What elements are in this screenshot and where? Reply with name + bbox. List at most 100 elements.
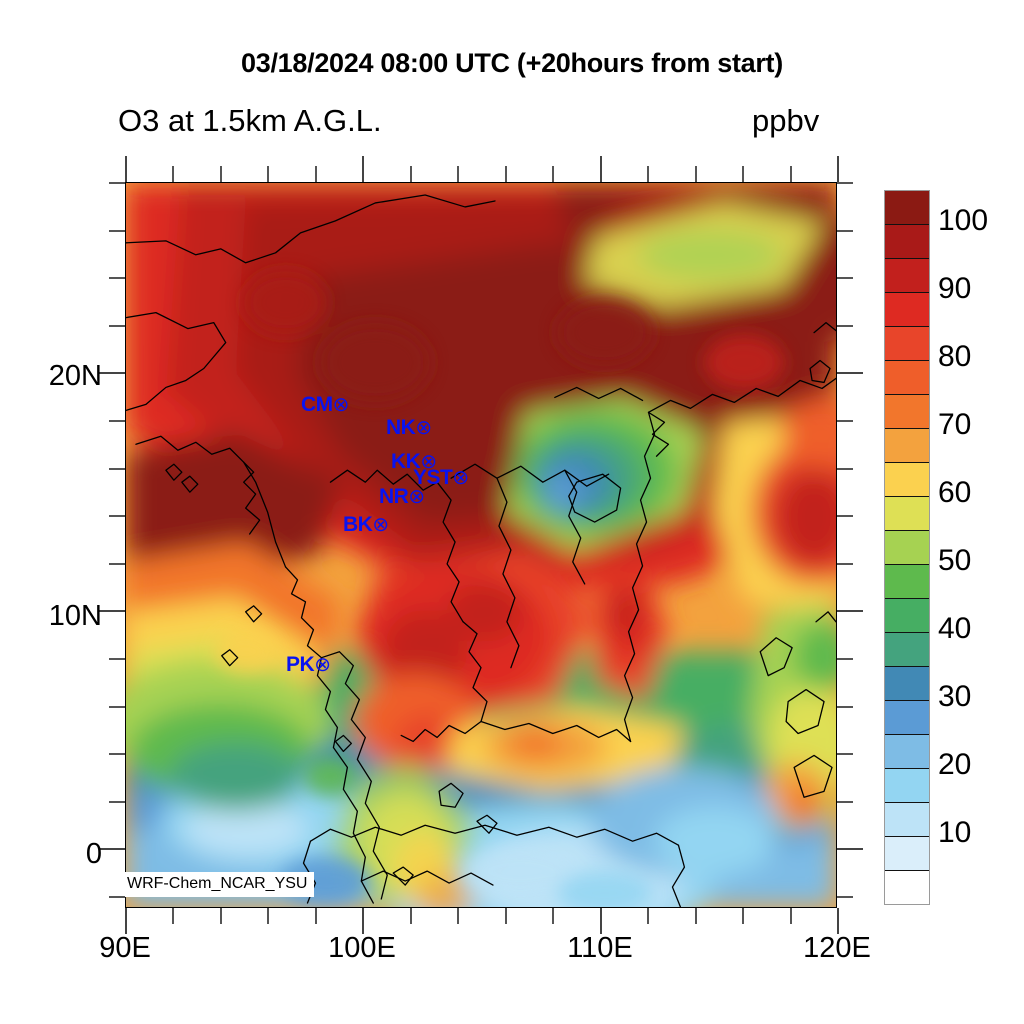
xtick-96-minor	[267, 908, 269, 924]
colorbar[interactable]	[884, 190, 930, 905]
colorbar-band-18	[885, 803, 929, 837]
station-label-nr: NR	[379, 485, 409, 508]
page-title: 03/18/2024 08:00 UTC (+20hours from star…	[241, 48, 783, 78]
xtick-label-100e: 100E	[328, 932, 396, 964]
ytick-right-4-minor	[837, 753, 853, 755]
ytick-26-minor	[109, 230, 125, 232]
ytick-14-minor	[109, 515, 125, 517]
xtick-108-minor	[552, 908, 554, 924]
xtick-label-110e: 110E	[567, 932, 633, 964]
ytick-label-0: 0	[85, 838, 102, 870]
xtick-94-minor	[220, 908, 222, 924]
circled-x-icon: ⊗	[332, 394, 350, 416]
station-marker-cm[interactable]: CM⊗	[301, 394, 349, 415]
circled-x-icon: ⊗	[314, 654, 331, 676]
colorbar-tick-label-30: 30	[938, 680, 972, 713]
unit-label: ppbv	[752, 103, 820, 138]
colorbar-band-9	[885, 497, 929, 531]
ytick-16-minor	[109, 468, 125, 470]
colorbar-band-16	[885, 735, 929, 769]
xtick-102-minor	[410, 908, 412, 924]
xtick-top-104-minor	[457, 166, 459, 182]
xtick-110-major	[600, 908, 602, 934]
model-attribution-label: WRF-Chem_NCAR_YSU	[120, 872, 315, 897]
ytick-right-22-minor	[837, 325, 853, 327]
colorbar-band-11	[885, 565, 929, 599]
xtick-112-minor	[647, 908, 649, 924]
ytick-right--2-minor	[837, 896, 853, 898]
colorbar-tick-label-80: 80	[938, 340, 972, 373]
ytick-22-minor	[109, 325, 125, 327]
station-label-bk: BK	[343, 513, 373, 536]
ytick-right-14-minor	[837, 515, 853, 517]
xtick-top-102-minor	[410, 166, 412, 182]
xtick-top-96-minor	[267, 166, 269, 182]
colorbar-band-10	[885, 531, 929, 565]
ytick--2-minor	[109, 896, 125, 898]
xtick-100-major	[362, 908, 364, 934]
xtick-top-90-major	[125, 156, 127, 182]
map-plot-area[interactable]: CM⊗ NK⊗ KK⊗ YST⊗ NR⊗ BK⊗ PK⊗	[125, 182, 837, 908]
ytick-12-minor	[109, 563, 125, 565]
station-label-kk: KK	[391, 450, 421, 473]
station-marker-yst[interactable]: YST⊗	[413, 467, 469, 488]
station-marker-bk[interactable]: BK⊗	[343, 514, 389, 535]
ytick-18-minor	[109, 420, 125, 422]
circled-x-icon: ⊗	[415, 417, 432, 439]
ytick-right-28-minor	[837, 182, 853, 184]
xtick-top-110-major	[600, 156, 602, 182]
colorbar-band-20	[885, 871, 929, 904]
ytick-8-minor	[109, 658, 125, 660]
ytick-4-minor	[109, 753, 125, 755]
xtick-120-major	[837, 908, 839, 934]
ytick-6-minor	[109, 706, 125, 708]
ytick-20-major	[99, 372, 125, 374]
ytick-0-major	[99, 848, 125, 850]
colorbar-band-5	[885, 361, 929, 395]
colorbar-band-0	[885, 191, 929, 225]
xtick-top-118-minor	[790, 166, 792, 182]
coastline-overlay	[126, 194, 836, 907]
ytick-10-major	[99, 610, 125, 612]
ytick-right-6-minor	[837, 706, 853, 708]
colorbar-tick-label-10: 10	[938, 816, 972, 849]
xtick-92-minor	[172, 908, 174, 924]
colorbar-tick-label-90: 90	[938, 272, 972, 305]
colorbar-band-17	[885, 769, 929, 803]
ytick-28-minor	[109, 182, 125, 184]
ytick-right-24-minor	[837, 277, 853, 279]
xtick-top-92-minor	[172, 166, 174, 182]
station-label-yst: YST	[413, 466, 453, 489]
colorbar-band-7	[885, 429, 929, 463]
xtick-114-minor	[695, 908, 697, 924]
colorbar-band-1	[885, 225, 929, 259]
circled-x-icon: ⊗	[408, 486, 425, 508]
station-label-pk: PK	[286, 653, 315, 676]
station-marker-pk[interactable]: PK⊗	[286, 653, 331, 676]
colorbar-tick-label-50: 50	[938, 544, 972, 577]
circled-x-icon: ⊗	[372, 514, 389, 536]
xtick-top-106-minor	[505, 166, 507, 182]
station-label-nk: NK	[386, 416, 416, 439]
ytick-right-20-major	[837, 372, 863, 374]
station-marker-nr[interactable]: NR⊗	[379, 486, 425, 507]
xtick-top-108-minor	[552, 166, 554, 182]
colorbar-band-8	[885, 463, 929, 497]
ytick-right-8-minor	[837, 658, 853, 660]
ytick-right-10-major	[837, 610, 863, 612]
station-marker-kk[interactable]: KK⊗	[391, 451, 437, 472]
ytick-label-10n: 10N	[48, 600, 102, 632]
xtick-top-116-minor	[742, 166, 744, 182]
ytick-right-12-minor	[837, 563, 853, 565]
xtick-top-98-minor	[315, 166, 317, 182]
xtick-top-94-minor	[220, 166, 222, 182]
ytick-right-16-minor	[837, 468, 853, 470]
xtick-label-120e: 120E	[803, 932, 871, 964]
xtick-106-minor	[505, 908, 507, 924]
ytick-right-18-minor	[837, 420, 853, 422]
station-marker-nk[interactable]: NK⊗	[386, 417, 432, 438]
colorbar-tick-label-20: 20	[938, 748, 972, 781]
colorbar-tick-label-70: 70	[938, 408, 972, 441]
colorbar-band-13	[885, 633, 929, 667]
colorbar-band-6	[885, 395, 929, 429]
